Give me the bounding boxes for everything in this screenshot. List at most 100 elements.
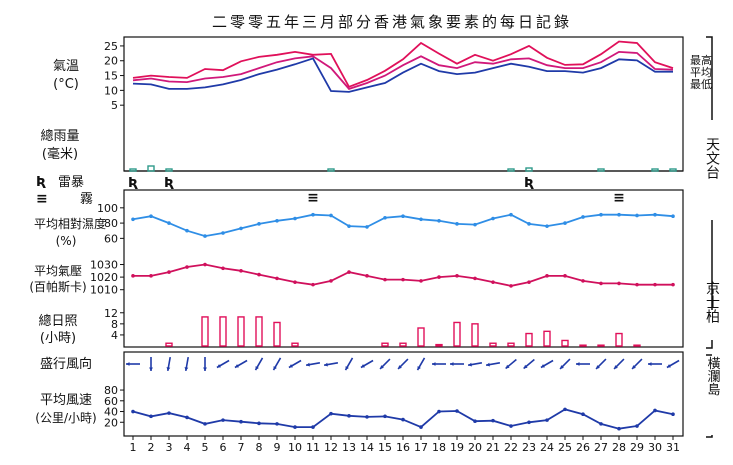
wind-direction-arrow [595, 358, 607, 370]
pressure-point [599, 281, 603, 286]
temperature-axis-tick-label: 10 [104, 84, 118, 97]
wind-arrow-head [126, 362, 130, 366]
wind-direction-arrow [272, 357, 282, 371]
pressure-point [545, 274, 549, 278]
wind-arrow-head [380, 365, 384, 369]
wind-speed-point [275, 422, 279, 426]
humidity-axis-tick-label: 80 [104, 217, 118, 230]
sunshine-bar [273, 321, 281, 347]
wind-speed-point [329, 411, 333, 416]
day-tick-label: 16 [396, 441, 410, 454]
sunshine-axis-tick-label: 4 [111, 329, 118, 342]
sunshine-bar [525, 332, 533, 347]
wind-direction-arrow [344, 357, 354, 371]
wind-arrow-head [166, 367, 171, 371]
wind-arrow-head [450, 362, 454, 366]
weather-panel-frame [123, 36, 684, 172]
humidity-point [293, 216, 297, 221]
pressure-point [437, 275, 441, 279]
humidity-point [257, 222, 261, 226]
pressure-point [365, 274, 369, 278]
wind-direction-arrow [505, 358, 517, 370]
fog-mark: ≡ [307, 190, 319, 206]
humidity-point [653, 212, 657, 217]
rainfall-bar [651, 168, 659, 172]
rainfall-bar [327, 168, 335, 172]
wind-speed-point [545, 418, 549, 422]
wind-arrow-head [324, 362, 328, 367]
pressure-point [563, 274, 567, 278]
day-tick-label: 25 [558, 441, 572, 454]
wind-direction-arrow [416, 357, 426, 371]
wind-direction-arrow [323, 361, 339, 367]
wind-direction-arrow [184, 356, 190, 372]
day-tick-label: 13 [342, 441, 356, 454]
fog-mark: ≡ [613, 190, 625, 206]
wind-arrow-head [398, 365, 402, 369]
wind-direction-arrow [254, 357, 264, 371]
waglan-bracket [706, 354, 713, 438]
day-tick-label: 8 [256, 441, 263, 454]
temperature-unit-label: (°C) [53, 77, 79, 92]
day-tick-label: 24 [540, 441, 554, 454]
wind-arrow-head [468, 362, 472, 367]
pressure-point [203, 262, 207, 267]
day-tick-label: 5 [202, 441, 209, 454]
humidity-point [635, 213, 639, 218]
rainfall-bar [525, 167, 533, 172]
day-tick-label: 9 [274, 441, 281, 454]
humidity-point [671, 214, 675, 219]
wind-speed-point [473, 419, 477, 423]
sunshine-bar [237, 316, 245, 347]
mean-temperature-legend-label: 平均 [690, 66, 712, 79]
wind-speed-point [185, 415, 189, 420]
wind-speed-point [509, 424, 513, 428]
humidity-point [221, 231, 225, 235]
day-tick-label: 26 [576, 441, 590, 454]
max-temperature-legend-label: 最高 [690, 53, 712, 67]
wind-speed-point [221, 418, 225, 422]
thunder-legend-label: 雷暴 [58, 175, 84, 190]
sunshine-bar [543, 330, 551, 347]
max-temperature-line [132, 40, 674, 88]
wind-arrow-head [560, 365, 564, 369]
humidity-point [437, 219, 441, 223]
thunderstorm-mark: Ʀ [128, 176, 138, 191]
pressure-point [401, 277, 405, 282]
wind-direction-arrow [379, 358, 391, 370]
wind-direction-label: 盛行風向 [40, 356, 92, 372]
waglan-station-label: 橫瀾島 [705, 357, 721, 396]
wind-direction-arrow [126, 362, 140, 366]
pressure-point [653, 282, 657, 287]
day-tick-label: 21 [486, 441, 500, 454]
fog-legend-symbol: ≡ [36, 191, 48, 207]
pressure-point [131, 274, 135, 278]
wind-arrow-head [648, 362, 652, 366]
wind-speed-point [257, 421, 261, 426]
fog-legend-label: 霧 [80, 192, 93, 207]
wind-direction-arrow [613, 358, 625, 370]
day-tick-label: 20 [468, 441, 482, 454]
wind-speed-point [167, 411, 171, 415]
sunshine-bar [219, 316, 227, 347]
humidity-point [131, 217, 135, 222]
sunshine-bar [507, 342, 515, 347]
wind-speed-point [383, 414, 387, 419]
wind-speed-axis-tick-label: 20 [104, 416, 118, 429]
wind-arrow-head [273, 366, 277, 371]
wind-direction-arrow [666, 359, 680, 369]
pressure-point [509, 284, 513, 288]
humidity-label: 平均相對濕度 [34, 216, 106, 231]
wind-speed-point [491, 418, 495, 423]
day-tick-label: 12 [324, 441, 338, 454]
wind-arrow-head [540, 364, 545, 368]
wind-direction-arrow [360, 359, 374, 369]
wind-arrow-head [255, 366, 259, 371]
wind-direction-arrow [166, 356, 172, 372]
wind-speed-point [203, 422, 207, 426]
pressure-unit-label: (百帕斯卡) [29, 279, 86, 294]
wind-arrow-head [596, 365, 600, 369]
sunshine-bar [291, 342, 299, 347]
rainfall-bar [507, 168, 515, 172]
